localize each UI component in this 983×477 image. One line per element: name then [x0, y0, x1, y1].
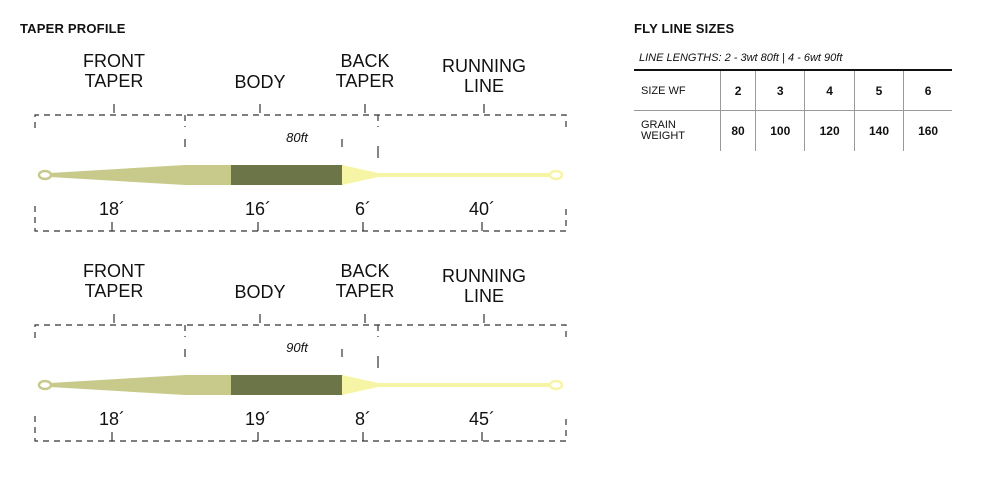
- rear-loop-icon: [548, 379, 564, 391]
- length-value-front-taper: 18´: [99, 199, 125, 219]
- table-row: SIZE WF 2 3 4 5 6: [634, 71, 952, 111]
- back-taper-running-segment: [342, 375, 552, 395]
- segment-label-back-taper: BACK: [340, 51, 389, 71]
- outer-bracket-bottom: [34, 416, 567, 442]
- length-value-body: 16´: [245, 199, 271, 219]
- segment-label-front-taper: FRONT: [83, 51, 145, 71]
- body-segment: [231, 165, 343, 185]
- back-taper-running-segment: [342, 165, 552, 185]
- grain-cell: 140: [853, 110, 904, 151]
- outer-bracket-bottom: [34, 206, 567, 232]
- size-cell: 6: [903, 71, 952, 111]
- front-loop-icon: [37, 379, 53, 391]
- body-segment: [231, 375, 343, 395]
- grain-cell: 160: [903, 110, 952, 151]
- length-value-body: 19´: [245, 409, 271, 429]
- length-value-running-line: 45´: [469, 409, 495, 429]
- size-cell: 4: [804, 71, 855, 111]
- grain-weight-label: GRAIN WEIGHT: [634, 111, 721, 152]
- segment-label-front-taper: TAPER: [85, 71, 144, 91]
- size-cell: 2: [719, 71, 756, 111]
- grain-cell: 100: [755, 110, 805, 151]
- line-length-label: 80ft: [286, 130, 309, 145]
- segment-label-running-line: RUNNING: [442, 266, 526, 286]
- length-value-back-taper: 6´: [355, 199, 371, 219]
- segment-label-back-taper: TAPER: [336, 71, 395, 91]
- segment-label-back-taper: TAPER: [336, 281, 395, 301]
- segment-label-front-taper: FRONT: [83, 261, 145, 281]
- size-wf-label: SIZE WF: [634, 71, 721, 111]
- segment-label-running-line: RUNNING: [442, 56, 526, 76]
- taper-profile-title: TAPER PROFILE: [20, 21, 126, 36]
- line-length-label: 90ft: [286, 340, 309, 355]
- front-loop-icon: [37, 169, 53, 181]
- length-value-running-line: 40´: [469, 199, 495, 219]
- grain-cell: 80: [719, 110, 756, 151]
- grain-weight-label-line: WEIGHT: [641, 130, 685, 142]
- segment-label-body: BODY: [234, 72, 285, 92]
- grain-cell: 120: [804, 110, 855, 151]
- front-taper-segment: [50, 375, 232, 395]
- line-lengths-note: LINE LENGTHS: 2 - 3wt 80ft | 4 - 6wt 90f…: [634, 46, 952, 71]
- table-row: GRAIN WEIGHT 80 100 120 140 160: [634, 110, 952, 152]
- segment-label-body: BODY: [234, 282, 285, 302]
- segment-label-front-taper: TAPER: [85, 281, 144, 301]
- front-taper-segment: [50, 165, 232, 185]
- outer-bracket-top: [34, 114, 567, 128]
- segment-label-back-taper: BACK: [340, 261, 389, 281]
- fly-line-sizes-title: FLY LINE SIZES: [634, 21, 735, 36]
- grain-weight-label-line: GRAIN: [641, 119, 676, 131]
- rear-loop-icon: [548, 169, 564, 181]
- segment-label-running-line: LINE: [464, 286, 504, 306]
- fly-line-sizes-table: LINE LENGTHS: 2 - 3wt 80ft | 4 - 6wt 90f…: [634, 46, 952, 151]
- size-cell: 5: [853, 71, 904, 111]
- sizes-grid: SIZE WF 2 3 4 5 6 GRAIN WEIGHT 80 100 12…: [634, 71, 952, 151]
- length-value-front-taper: 18´: [99, 409, 125, 429]
- size-cell: 3: [755, 71, 805, 111]
- outer-bracket-top: [34, 324, 567, 338]
- length-value-back-taper: 8´: [355, 409, 371, 429]
- segment-label-running-line: LINE: [464, 76, 504, 96]
